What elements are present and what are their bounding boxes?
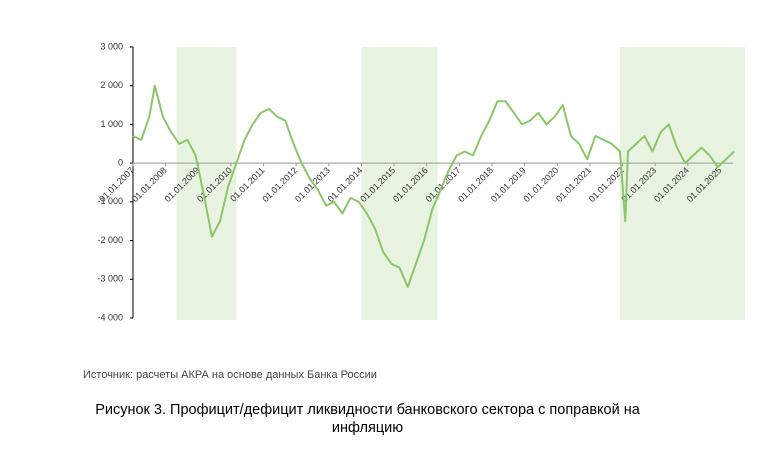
y-tick-label: -3 000 bbox=[97, 274, 123, 284]
y-tick-label: 3 000 bbox=[100, 41, 123, 51]
y-tick-label: -2 000 bbox=[97, 235, 123, 245]
y-tick-label: -1 000 bbox=[97, 196, 123, 206]
figure-caption: Рисунок 3. Профицит/дефицит ликвидности … bbox=[95, 402, 640, 436]
source-note: Источник: расчеты АКРА на основе данных … bbox=[83, 369, 377, 381]
shaded-period bbox=[176, 47, 237, 320]
y-tick-label: 2 000 bbox=[100, 80, 123, 90]
y-tick-label: -4 000 bbox=[97, 312, 123, 322]
chart: -4 000 -3 000 -2 000 -1 000 0 1 000 2 000 3 000… bbox=[97, 41, 745, 322]
y-tick-label: 1 000 bbox=[100, 119, 123, 129]
data-line bbox=[132, 84, 735, 288]
shaded-period bbox=[619, 47, 745, 320]
shaded-period bbox=[361, 47, 438, 320]
y-tick-label: 0 bbox=[118, 158, 123, 168]
